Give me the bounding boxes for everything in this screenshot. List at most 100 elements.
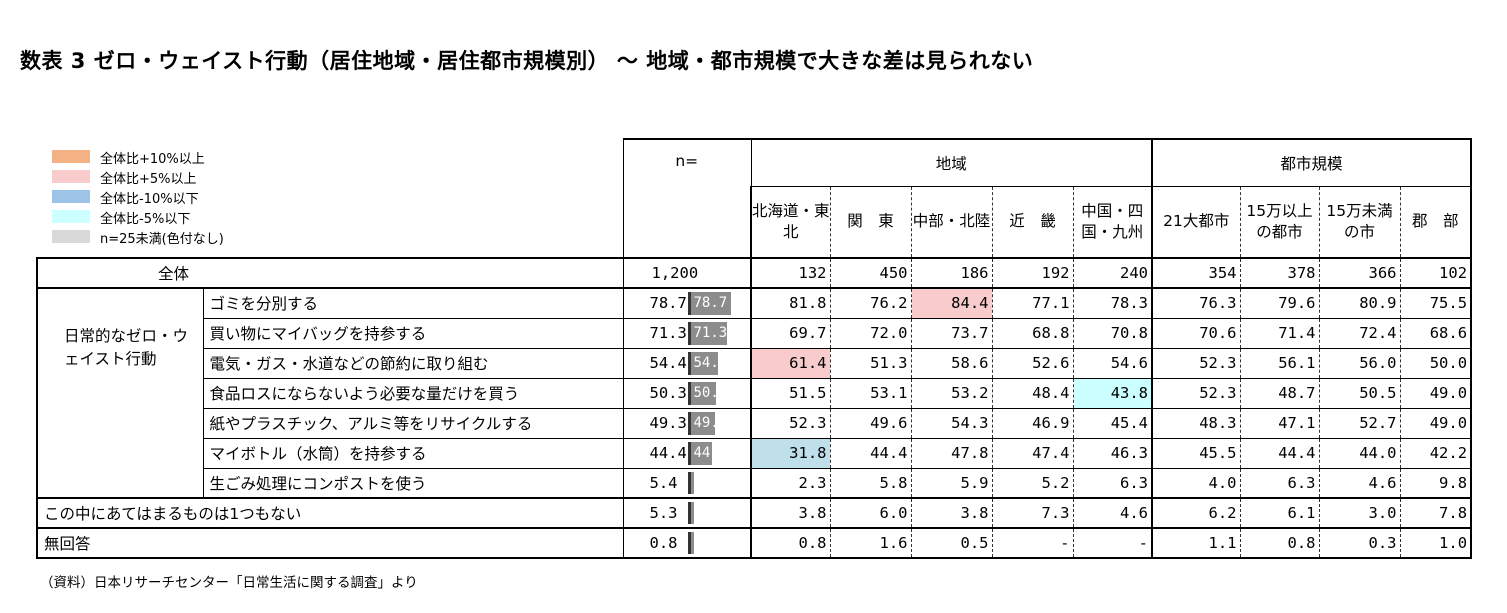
value-cell: 47.4	[991, 438, 1073, 469]
n-value: 49.3	[649, 414, 687, 432]
header-blank	[37, 139, 624, 258]
value-cell: 5.8	[829, 468, 911, 499]
value-cell: 49.0	[1399, 378, 1473, 409]
column-header-over-150k: 15万以上の都市	[1239, 186, 1320, 259]
value-cell: 76.3	[1151, 288, 1241, 319]
n-value: 5.4	[649, 473, 678, 492]
value-cell: 81.8	[750, 288, 830, 319]
value-cell: 68.8	[991, 318, 1073, 349]
n-bar	[687, 532, 694, 554]
page-title: 数表 3 ゼロ・ウェイスト行動（居住地域・居住都市規模別） ～ 地域・都市規模で…	[20, 49, 1034, 73]
n-cell: 44.444.4	[623, 438, 752, 469]
value-cell: 6.3	[1239, 468, 1320, 499]
value-cell: 102	[1399, 257, 1473, 289]
value-cell: 44.4	[1239, 438, 1320, 469]
value-cell: 6.1	[1239, 498, 1320, 529]
value-cell: 6.3	[1072, 468, 1153, 499]
column-header-chubu-hokuriku: 中部・北陸	[910, 186, 992, 259]
value-cell: 5.9	[910, 468, 992, 499]
value-cell: 31.8	[750, 438, 830, 469]
row-label: 食品ロスにならないよう必要な量だけを買う	[203, 378, 624, 409]
value-cell: 450	[829, 257, 911, 289]
value-cell: 2.3	[750, 468, 830, 499]
row-label: ゴミを分別する	[203, 288, 624, 319]
value-cell: 132	[750, 257, 830, 289]
value-cell: 47.1	[1239, 408, 1320, 439]
value-cell: -	[991, 528, 1073, 559]
n-cell: 71.3 71.3	[623, 318, 752, 349]
table-row: マイボトル（水筒）を持参する44.444.431.844.447.847.446…	[37, 438, 1473, 469]
value-cell: 54.6	[1072, 348, 1153, 379]
total-row-label: 全体	[36, 257, 624, 289]
value-cell: 0.3	[1318, 528, 1401, 559]
row-label: マイボトル（水筒）を持参する	[203, 438, 624, 469]
value-cell: 3.0	[1318, 498, 1401, 529]
n-bar: 44.4	[687, 441, 712, 465]
value-cell: 0.5	[910, 528, 992, 559]
none-row: この中にあてはまるものは1つもない 5.3 3.8 6.0 3.8 7.3 4.6 6.2 6.…	[36, 498, 1473, 529]
value-cell: 80.9	[1318, 288, 1401, 319]
column-header-under-150k: 15万未満の市	[1318, 186, 1401, 259]
value-cell: 3.8	[910, 498, 992, 529]
value-cell: 9.8	[1399, 468, 1473, 499]
value-cell: 68.6	[1399, 318, 1473, 349]
row-label: 紙やプラスチック、アルミ等をリサイクルする	[203, 408, 624, 439]
value-cell: 52.7	[1318, 408, 1401, 439]
value-cell: 70.6	[1151, 318, 1241, 349]
n-bar: 54.4	[687, 351, 718, 375]
value-cell: 48.3	[1151, 408, 1241, 439]
value-cell: 52.3	[1151, 378, 1241, 409]
value-cell: 79.6	[1239, 288, 1320, 319]
row-label: 生ごみ処理にコンポストを使う	[203, 468, 624, 499]
value-cell: 0.8	[1239, 528, 1320, 559]
value-cell: 52.6	[991, 348, 1073, 379]
n-value: 54.4	[649, 354, 687, 372]
table-row: 電気・ガス・水道などの節約に取り組む54.454.461.451.358.652…	[37, 348, 1473, 379]
n-cell: 0.8	[623, 528, 752, 559]
value-cell: 48.4	[991, 378, 1073, 409]
n-cell: 78.7 78.7	[623, 288, 752, 319]
value-cell: 73.7	[910, 318, 992, 349]
value-cell: 45.5	[1151, 438, 1241, 469]
n-value: 50.3	[649, 384, 687, 402]
value-cell: 43.8	[1072, 378, 1153, 409]
n-cell: 5.4	[623, 468, 752, 499]
value-cell: 56.0	[1318, 348, 1401, 379]
n-cell: 49.349.3	[623, 408, 752, 439]
n-cell: 54.454.4	[623, 348, 752, 379]
value-cell: 6.2	[1151, 498, 1241, 529]
value-cell: 3.8	[750, 498, 830, 529]
value-cell: 0.8	[750, 528, 830, 559]
row-label: この中にあてはまるものは1つもない	[36, 498, 624, 529]
value-cell: 56.1	[1239, 348, 1320, 379]
value-cell: 75.5	[1399, 288, 1473, 319]
table-row: 買い物にマイバッグを持参する 71.3 71.3 69.7 72.0 73.7 68.8 70…	[37, 318, 1473, 349]
n-value: 0.8	[649, 534, 678, 552]
header-row-columns: 北海道・東北 関 東 中部・北陸 近 畿 中国・四国・九州 21大都市 15万以…	[37, 186, 1473, 259]
n-cell: 5.3	[623, 498, 752, 529]
column-header-kanto: 関 東	[829, 186, 911, 259]
value-cell: 77.1	[991, 288, 1073, 319]
value-cell: 52.3	[750, 408, 830, 439]
data-table: n= 地域 都市規模 北海道・東北 関 東 中部・北陸 近 畿 中国・四国・九州…	[36, 138, 1473, 559]
column-header-gunbu: 郡 部	[1399, 186, 1473, 259]
table-row: 食品ロスにならないよう必要な量だけを買う50.350.351.553.153.2…	[37, 378, 1473, 409]
value-cell: 54.3	[910, 408, 992, 439]
n-value: 1,200	[651, 264, 699, 282]
n-value: 44.4	[649, 444, 687, 462]
value-cell: 52.3	[1151, 348, 1241, 379]
value-cell: 72.4	[1318, 318, 1401, 349]
value-cell: 49.6	[829, 408, 911, 439]
value-cell: 69.7	[750, 318, 830, 349]
n-value: 71.3	[649, 324, 687, 342]
value-cell: 366	[1318, 257, 1401, 289]
value-cell: 84.4	[910, 288, 992, 319]
value-cell: 44.0	[1318, 438, 1401, 469]
n-bar: 71.3	[687, 321, 727, 345]
header-region-group: 地域	[751, 138, 1154, 187]
no-answer-row: 無回答 0.8 0.8 1.6 0.5- -1.1 0.8 0.3 1.0	[36, 528, 1473, 559]
value-cell: 46.9	[991, 408, 1073, 439]
n-bar	[687, 471, 694, 494]
n-bar: 78.7	[687, 292, 731, 315]
header-row-groups: n= 地域 都市規模	[37, 138, 1473, 258]
